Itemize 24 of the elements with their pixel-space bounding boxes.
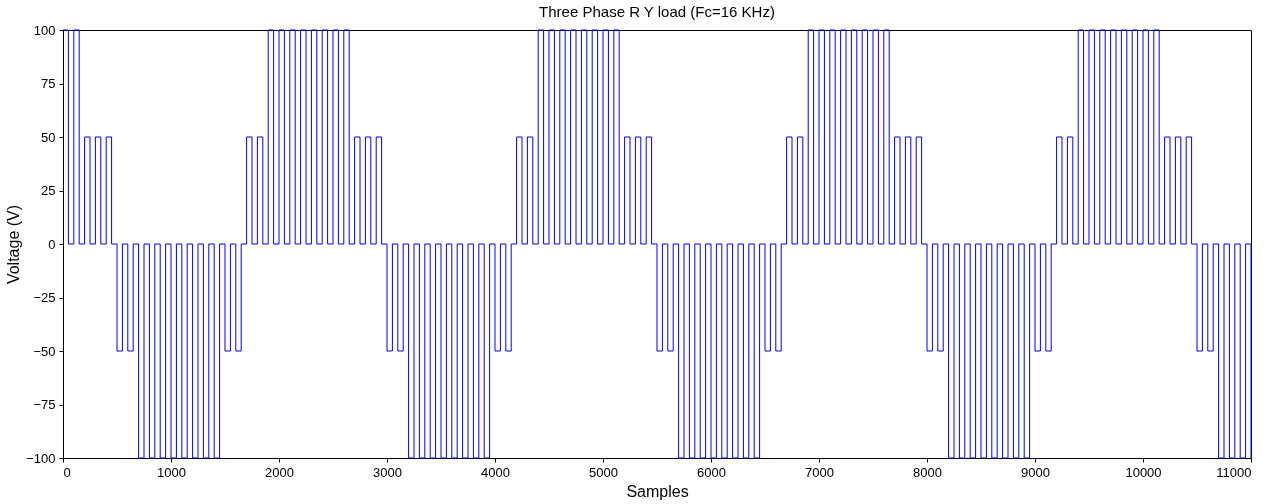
x-tick-label: 6000 [697, 464, 726, 480]
x-tick-label: 10000 [1125, 464, 1162, 480]
y-tick-label: 25 [41, 183, 56, 198]
x-axis-title: Samples [626, 482, 689, 500]
y-tick-label: −100 [26, 450, 56, 466]
y-tick-label: 0 [48, 236, 56, 252]
chart-title: Three Phase R Y load (Fc=16 KHz) [539, 3, 775, 20]
y-tick-label: 100 [33, 22, 56, 38]
x-tick-label: 7000 [805, 464, 834, 480]
x-tick-label: 3000 [373, 464, 402, 480]
x-tick-label: 2000 [265, 464, 294, 480]
y-tick-label: −50 [33, 343, 56, 359]
y-tick-label: 50 [41, 129, 56, 145]
y-tick-label: 75 [41, 76, 56, 91]
x-tick-label: 1000 [157, 464, 186, 480]
x-tick-label: 5000 [589, 464, 618, 480]
x-tick-label: 9000 [1021, 464, 1050, 480]
y-tick-label: −75 [33, 397, 56, 412]
x-tick-label: 4000 [481, 464, 510, 480]
x-tick-label: 11000 [1216, 464, 1252, 480]
x-tick-label: 0 [63, 464, 71, 480]
y-axis-title: Voltage (V) [5, 204, 23, 285]
x-tick-label: 8000 [913, 464, 942, 480]
y-tick-label: −25 [33, 290, 56, 305]
